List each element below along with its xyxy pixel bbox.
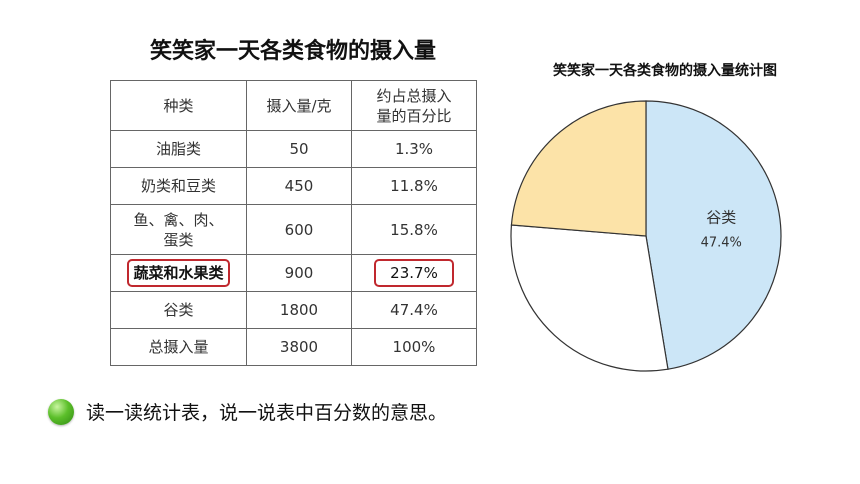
cell-percent: 100% [351,328,477,366]
table-row: 油脂类 50 1.3% [110,130,477,168]
pie-slice-0 [645,100,782,370]
cell-category: 鱼、禽、肉、蛋类 [110,204,247,255]
cell-percent: 23.7% [351,254,477,292]
table-title: 笑笑家一天各类食物的摄入量 [149,39,436,64]
header-percent-text: 约占总摄入量的百分比 [376,86,452,125]
table-row: 奶类和豆类 450 11.8% [110,167,477,205]
cell-amount: 900 [246,254,352,292]
cell-category: 总摄入量 [110,328,247,366]
pie-chart: 谷类 47.4% [510,100,782,372]
header-amount: 摄入量/克 [246,80,352,131]
chart-title: 笑笑家一天各类食物的摄入量统计图 [553,63,777,79]
table-row-highlighted: 蔬菜和水果类 900 23.7% [110,254,477,292]
cell-category-text: 鱼、禽、肉、蛋类 [133,210,224,249]
cell-amount: 600 [246,204,352,255]
table-header-row: 种类 摄入量/克 约占总摄入量的百分比 [110,80,477,131]
table-row-total: 总摄入量 3800 100% [110,328,477,366]
cell-percent: 47.4% [351,291,477,329]
cell-category: 奶类和豆类 [110,167,247,205]
cell-amount: 1800 [246,291,352,329]
cell-category: 蔬菜和水果类 [110,254,247,292]
cell-category: 谷类 [110,291,247,329]
cell-percent: 1.3% [351,130,477,168]
food-intake-table: 种类 摄入量/克 约占总摄入量的百分比 油脂类 50 1.3% 奶类和豆类 45… [110,80,477,366]
cell-amount: 3800 [246,328,352,366]
cell-amount: 50 [246,130,352,168]
cell-category: 油脂类 [110,130,247,168]
table-row: 谷类 1800 47.4% [110,291,477,329]
cell-amount: 450 [246,167,352,205]
header-category: 种类 [110,80,247,131]
instruction-text: 读一读统计表，说一说表中百分数的意思。 [86,402,448,424]
cell-percent: 11.8% [351,167,477,205]
pie-slice-unlabeled-1 [510,224,669,372]
pie-slice-unlabeled-2 [510,100,647,237]
instruction: 读一读统计表，说一说表中百分数的意思。 [48,398,447,425]
table-row: 鱼、禽、肉、蛋类 600 15.8% [110,204,477,255]
slice-label: 谷类 [706,208,736,226]
header-percent: 约占总摄入量的百分比 [351,80,477,131]
highlighted-percent: 23.7% [374,259,454,287]
highlighted-category: 蔬菜和水果类 [127,259,230,287]
cell-percent: 15.8% [351,204,477,255]
green-bullet-icon [48,398,74,425]
slice-value-label: 47.4% [701,235,742,250]
